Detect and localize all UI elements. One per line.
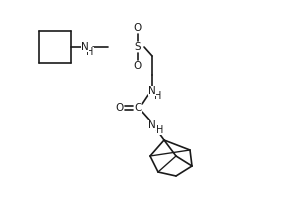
Text: C: C: [134, 103, 142, 113]
Text: O: O: [134, 23, 142, 33]
Text: S: S: [135, 42, 141, 52]
Text: O: O: [134, 61, 142, 71]
Text: N: N: [148, 86, 156, 96]
Text: O: O: [116, 103, 124, 113]
Text: N: N: [148, 120, 156, 130]
Text: H: H: [156, 125, 164, 135]
Text: H: H: [154, 91, 162, 101]
Text: N: N: [81, 42, 89, 52]
Text: H: H: [86, 47, 94, 57]
